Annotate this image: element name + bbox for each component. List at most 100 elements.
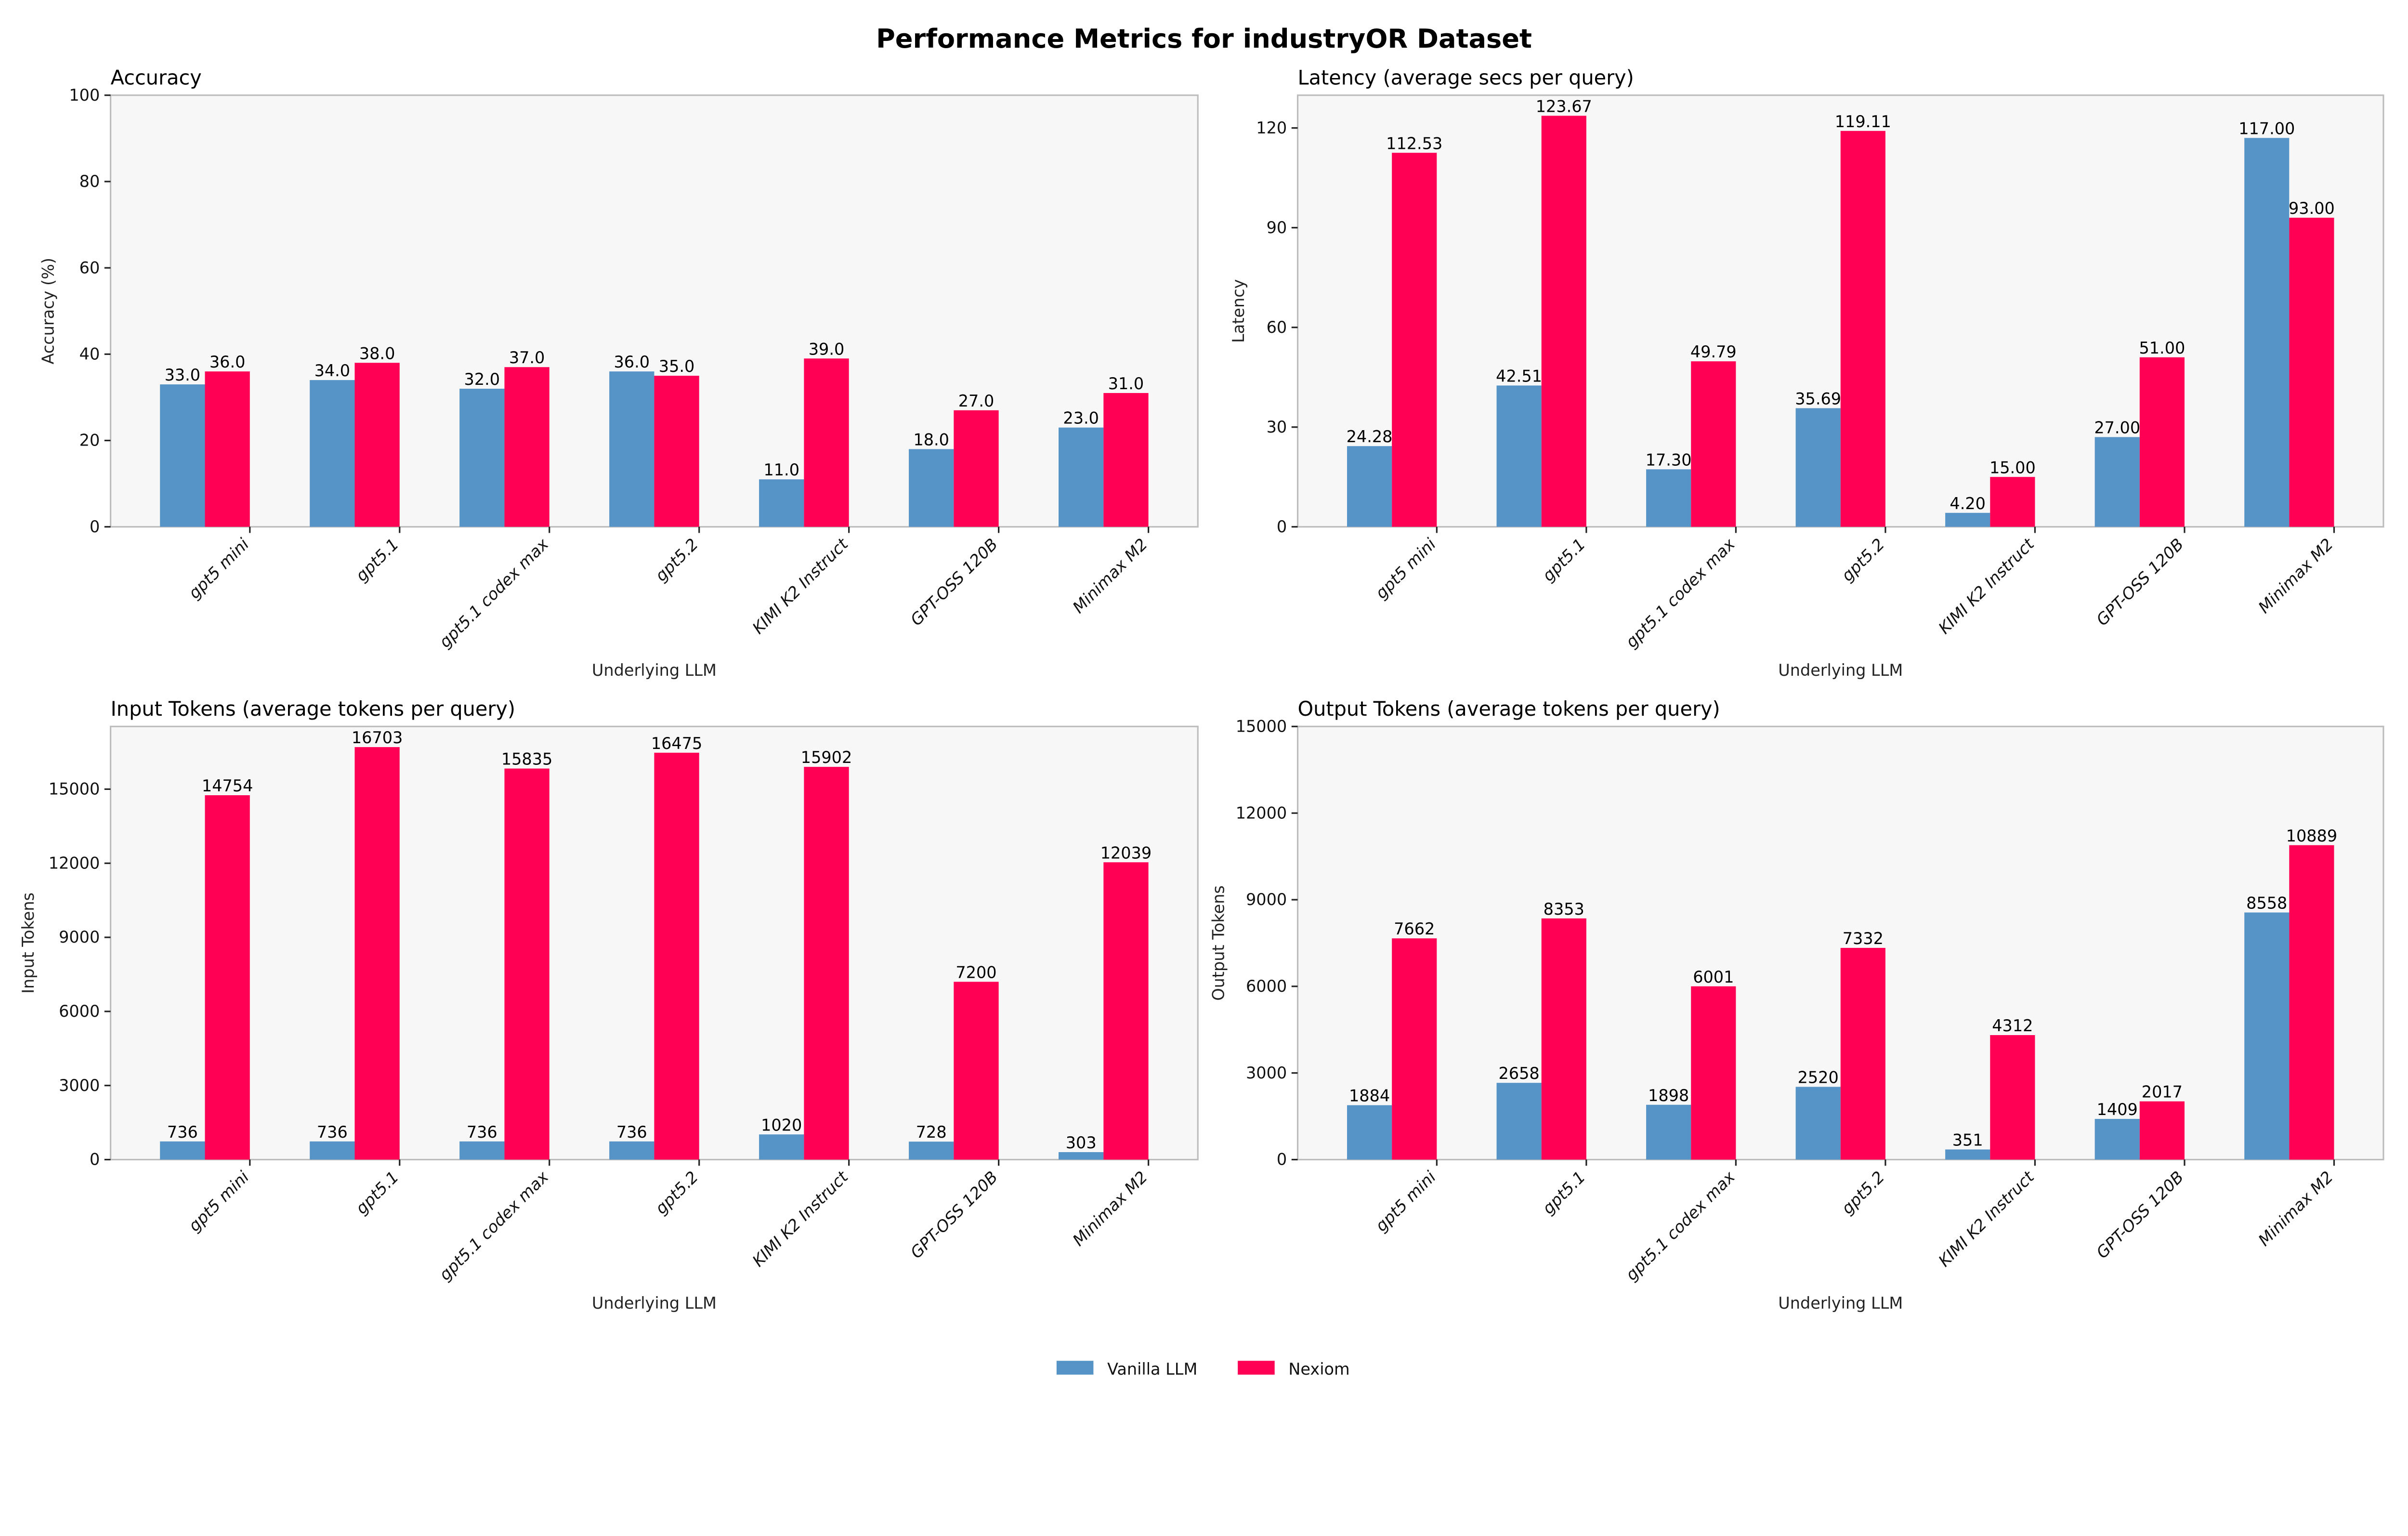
bar-nexiom (804, 358, 849, 527)
y-tick-label: 12000 (1236, 803, 1287, 822)
bar-value-label: 15.00 (1989, 458, 2036, 477)
bar-value-label: 1898 (1648, 1086, 1689, 1105)
bar-value-label: 36.0 (209, 353, 246, 371)
bar-nexiom (1691, 986, 1736, 1160)
bar-value-label: 24.28 (1347, 427, 1393, 446)
chart-panels: Accuracy 0 20 40 60 80 100 Accuracy (%) Underlyi… (19, 66, 2384, 1313)
y-tick-label: 60 (79, 258, 100, 277)
bar-nexiom (354, 363, 400, 527)
bar-value-label: 1409 (2097, 1100, 2138, 1119)
x-tick-label: gpt5.1 (1539, 535, 1589, 585)
bar-value-label: 112.53 (1386, 134, 1442, 153)
bar-value-label: 37.0 (509, 348, 545, 367)
bar-value-label: 33.0 (165, 366, 201, 384)
bar-vanilla (909, 1142, 954, 1160)
x-tick-label: gpt5.1 (352, 1168, 403, 1218)
y-tick-label: 80 (79, 172, 100, 191)
x-tick-label: GPT-OSS 120B (907, 535, 1002, 630)
bar-vanilla (2244, 912, 2290, 1160)
figure-title: Performance Metrics for industryOR Datas… (876, 24, 1532, 54)
bar-vanilla (1347, 1105, 1392, 1160)
bar-value-label: 7332 (1843, 929, 1884, 948)
bar-value-label: 51.00 (2139, 339, 2185, 357)
bar-vanilla (1347, 446, 1392, 527)
bar-value-label: 4.20 (1950, 494, 1986, 513)
bar-nexiom (654, 752, 699, 1160)
y-tick-label: 3000 (1246, 1063, 1287, 1082)
x-tick-label: Minimax M2 (1069, 535, 1152, 617)
y-tick-label: 120 (1256, 118, 1287, 137)
bar-value-label: 27.00 (2094, 418, 2140, 437)
chart-panel-4: Output Tokens (average tokens per query)… (1209, 697, 2384, 1313)
chart-panel-2: Latency (average secs per query) 0 30 60 90 1… (1229, 66, 2384, 680)
bar-value-label: 2017 (2142, 1083, 2183, 1102)
bar-vanilla (2094, 1119, 2140, 1160)
bar-vanilla (2094, 437, 2140, 527)
bar-value-label: 18.0 (913, 430, 949, 449)
bar-vanilla (459, 1141, 505, 1160)
y-tick-label: 30 (1267, 418, 1287, 436)
x-tick-label: gpt5.2 (1838, 1168, 1888, 1218)
y-tick-label: 9000 (59, 928, 100, 946)
bar-nexiom (2289, 845, 2334, 1160)
bar-vanilla (1795, 1087, 1841, 1160)
bar-value-label: 34.0 (314, 361, 351, 380)
bar-value-label: 7200 (955, 963, 996, 982)
x-tick-label: GPT-OSS 120B (2093, 1168, 2187, 1262)
bar-value-label: 1020 (761, 1116, 802, 1134)
y-axis-label: Latency (1229, 279, 1248, 343)
bar-vanilla (1059, 427, 1104, 527)
bar-nexiom (1541, 918, 1586, 1160)
chart-panel-3: Input Tokens (average tokens per query) 0… (19, 697, 1199, 1313)
bar-value-label: 39.0 (809, 340, 845, 358)
y-axis-label: Output Tokens (1209, 885, 1228, 1001)
y-axis-label: Input Tokens (19, 893, 38, 994)
bar-value-label: 7662 (1394, 919, 1435, 938)
x-axis-label: Underlying LLM (592, 1294, 717, 1313)
bar-value-label: 15835 (501, 750, 552, 769)
bar-value-label: 36.0 (614, 353, 650, 371)
bar-nexiom (2289, 217, 2334, 527)
x-tick-label: gpt5.2 (652, 1168, 702, 1218)
bar-vanilla (1795, 408, 1841, 527)
bar-value-label: 12039 (1100, 843, 1152, 862)
x-tick-label: KIMI K2 Instruct (1935, 1167, 2038, 1271)
y-axis-label: Accuracy (%) (39, 258, 58, 364)
bar-value-label: 31.0 (1108, 374, 1144, 393)
y-tick-label: 15000 (49, 780, 100, 799)
bar-value-label: 42.51 (1496, 367, 1542, 385)
x-tick-label: gpt5 mini (185, 535, 253, 603)
y-tick-label: 12000 (49, 853, 100, 872)
bar-vanilla (160, 1141, 205, 1160)
panel-title: Output Tokens (average tokens per query) (1298, 697, 1720, 721)
bar-vanilla (2244, 138, 2290, 527)
x-tick-label: gpt5.1 codex max (1622, 534, 1739, 651)
x-tick-label: gpt5.1 (352, 535, 403, 585)
x-tick-label: GPT-OSS 120B (2093, 535, 2187, 630)
panel-title: Accuracy (111, 66, 202, 89)
x-tick-label: gpt5.1 codex max (435, 534, 552, 651)
bar-vanilla (609, 1141, 654, 1160)
bar-value-label: 728 (916, 1123, 947, 1142)
bar-nexiom (504, 367, 550, 527)
bar-vanilla (759, 1134, 804, 1160)
bar-nexiom (804, 767, 849, 1160)
bar-vanilla (1945, 1149, 1990, 1160)
y-tick-label: 0 (1277, 1150, 1287, 1169)
bar-vanilla (1496, 1083, 1542, 1160)
y-tick-label: 90 (1267, 218, 1287, 237)
bar-vanilla (759, 479, 804, 527)
bar-nexiom (1691, 361, 1736, 527)
bar-nexiom (1103, 862, 1149, 1160)
bar-value-label: 15902 (801, 748, 852, 767)
x-tick-label: KIMI K2 Instruct (749, 1167, 852, 1271)
bar-value-label: 16703 (352, 728, 403, 747)
bar-nexiom (1541, 116, 1586, 527)
legend-swatch-vanilla (1056, 1361, 1094, 1375)
legend-swatch-nexiom (1238, 1361, 1275, 1375)
legend-label-nexiom: Nexiom (1288, 1360, 1349, 1378)
bar-vanilla (310, 1141, 355, 1160)
bar-value-label: 117.00 (2238, 119, 2295, 138)
bar-vanilla (609, 371, 654, 527)
chart-panel-1: Accuracy 0 20 40 60 80 100 Accuracy (%) Underlyi… (39, 66, 1199, 680)
